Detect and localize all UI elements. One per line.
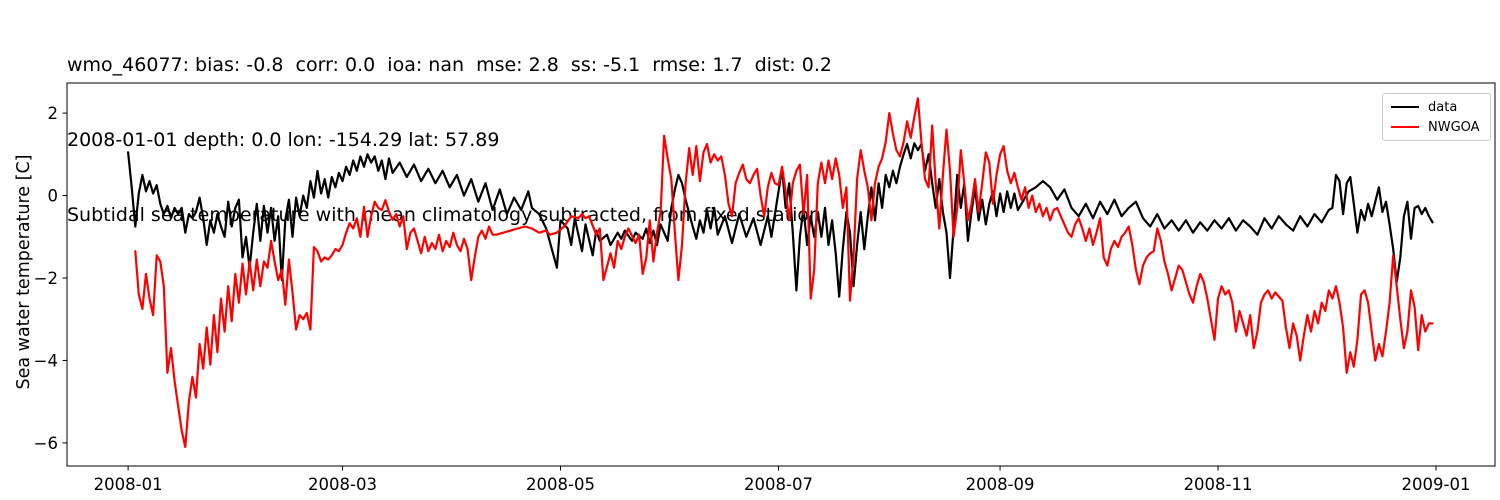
y-tick-label: 2 <box>48 104 59 123</box>
x-tick-label: 2008-05 <box>526 475 595 494</box>
legend: data NWGOA <box>1382 93 1491 141</box>
series-line-NWGOA <box>134 97 1434 449</box>
legend-label: data <box>1428 99 1458 115</box>
title-line-2: 2008-01-01 depth: 0.0 lon: -154.29 lat: … <box>67 129 500 151</box>
x-tick-label: 2009-01 <box>1402 475 1471 494</box>
x-tick-label: 2008-07 <box>744 475 813 494</box>
series-line-data <box>127 142 1434 298</box>
legend-label: NWGOA <box>1428 119 1480 135</box>
legend-line-sample <box>1391 125 1419 129</box>
legend-entry-NWGOA: NWGOA <box>1391 121 1482 134</box>
y-tick-label: −4 <box>34 351 58 370</box>
y-tick-label: −6 <box>34 434 58 453</box>
title-line-1: wmo_46077: bias: -0.8 corr: 0.0 ioa: nan… <box>67 54 832 76</box>
legend-line-sample <box>1391 105 1419 109</box>
y-tick-label: 0 <box>48 187 59 206</box>
y-tick-label: −2 <box>34 269 58 288</box>
plot-border <box>66 82 1496 467</box>
x-tick-label: 2008-03 <box>308 475 377 494</box>
x-tick-label: 2008-09 <box>966 475 1035 494</box>
legend-entry-data: data <box>1391 101 1482 114</box>
title-block: wmo_46077: bias: -0.8 corr: 0.0 ioa: nan… <box>67 3 832 278</box>
x-tick-label: 2008-01 <box>94 475 163 494</box>
x-tick-label: 2008-11 <box>1184 475 1253 494</box>
